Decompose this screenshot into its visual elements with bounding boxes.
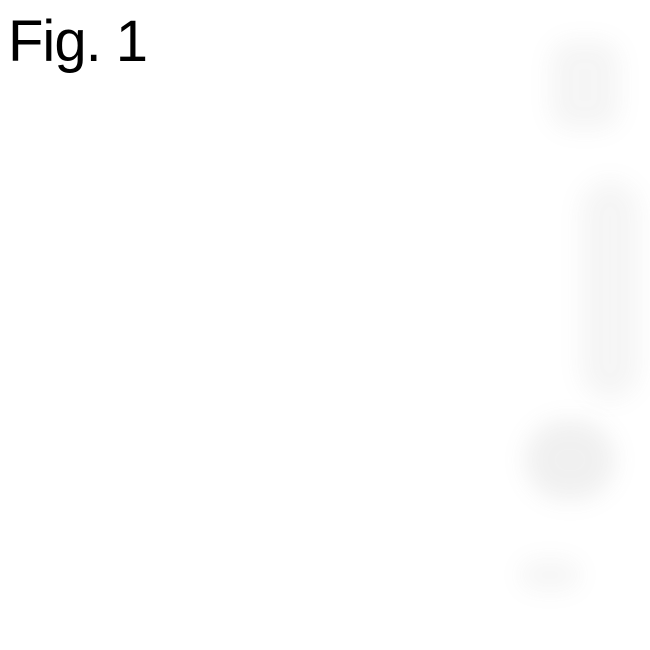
artifact-smudge [550, 40, 620, 130]
artifact-smudge [520, 560, 580, 590]
figure-label: Fig. 1 [8, 8, 147, 75]
artifact-smudge [525, 420, 615, 500]
artifact-smudge [580, 180, 640, 400]
